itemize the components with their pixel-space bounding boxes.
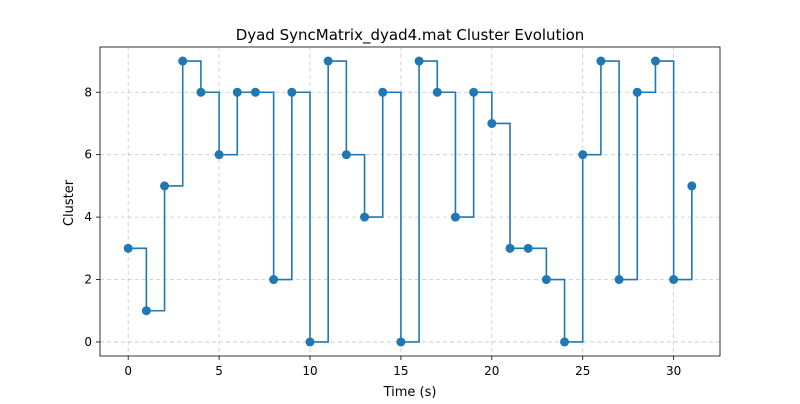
x-tick-label: 30 [666,364,681,378]
x-tick-label: 20 [484,364,499,378]
data-point [614,275,624,285]
data-point [250,87,260,97]
data-point [505,243,515,253]
data-point [487,118,497,128]
axes-layer: 0 5 10 15 20 25 30 0 2 4 6 8 [84,46,721,378]
data-point [214,150,224,160]
data-point [269,275,279,285]
x-tick-label: 25 [575,364,590,378]
plot-frame [99,46,721,357]
data-point [541,275,551,285]
data-point [687,181,697,191]
data-point [650,56,660,66]
data-point [141,306,151,316]
data-point [287,87,297,97]
y-tick-label: 0 [84,335,92,349]
data-point [232,87,242,97]
data-point [305,337,315,347]
x-axis-label: Time (s) [383,385,437,400]
y-tick-label: 8 [84,85,92,99]
y-tick-label: 2 [84,273,92,287]
data-point [560,337,570,347]
data-point [432,87,442,97]
y-tick-label: 6 [84,148,92,162]
data-point [632,87,642,97]
data-point [378,87,388,97]
data-point [160,181,170,191]
series-layer [123,56,697,347]
chart-title: Dyad SyncMatrix_dyad4.mat Cluster Evolut… [236,26,585,45]
data-point [523,243,533,253]
data-point [669,275,679,285]
data-point [450,212,460,222]
data-point [178,56,188,66]
data-point [414,56,424,66]
x-tick-label: 0 [124,364,132,378]
data-point [596,56,606,66]
x-tick-label: 15 [393,364,408,378]
data-point [123,243,133,253]
x-tick-label: 10 [302,364,317,378]
y-axis-label: Cluster [62,179,77,226]
data-point [341,150,351,160]
data-point [396,337,406,347]
data-point [360,212,370,222]
data-point [196,87,206,97]
y-tick-label: 4 [84,210,92,224]
data-point [578,150,588,160]
data-point [469,87,479,97]
data-point [323,56,333,66]
x-tick-label: 5 [215,364,223,378]
